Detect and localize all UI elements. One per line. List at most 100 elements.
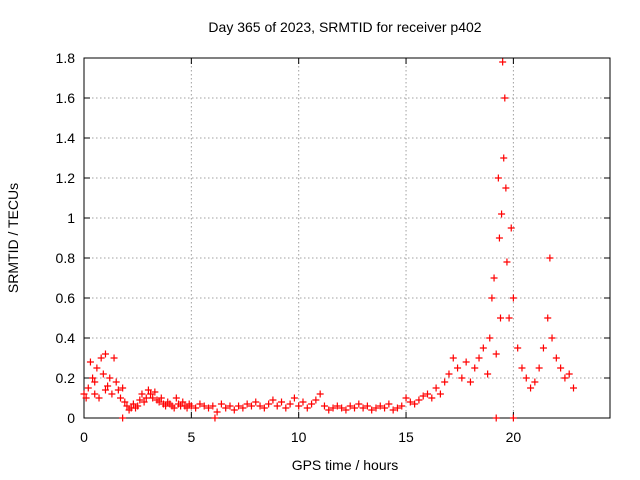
data-point — [415, 396, 423, 404]
x-axis-label: GPS time / hours — [292, 457, 399, 473]
data-series — [80, 58, 578, 422]
data-point — [355, 400, 363, 408]
data-point — [93, 364, 101, 372]
data-point — [445, 370, 453, 378]
data-point — [252, 398, 260, 406]
data-point — [247, 402, 255, 410]
data-point — [411, 400, 419, 408]
data-point — [492, 350, 500, 358]
data-point — [505, 314, 513, 322]
data-point — [129, 400, 137, 408]
data-point — [235, 402, 243, 410]
data-point — [522, 374, 530, 382]
data-point — [406, 398, 414, 406]
data-point — [312, 396, 320, 404]
data-point — [389, 406, 397, 414]
x-tick-label: 20 — [506, 429, 522, 445]
data-point — [441, 378, 449, 386]
data-point — [147, 390, 155, 398]
x-tick-label: 10 — [291, 429, 307, 445]
data-point — [114, 386, 122, 394]
data-point — [140, 398, 148, 406]
data-point — [123, 402, 131, 410]
data-point — [432, 384, 440, 392]
data-point — [500, 154, 508, 162]
data-point — [119, 414, 127, 422]
data-point — [299, 398, 307, 406]
data-point — [527, 384, 535, 392]
data-point — [402, 394, 410, 402]
data-point — [213, 408, 221, 416]
data-point — [211, 414, 219, 422]
data-point — [149, 394, 157, 402]
data-point — [226, 402, 234, 410]
data-point — [509, 294, 517, 302]
data-point — [503, 258, 511, 266]
data-point — [282, 404, 290, 412]
data-point — [295, 402, 303, 410]
data-point — [80, 390, 88, 398]
y-tick-label: 1.6 — [56, 90, 76, 106]
data-point — [116, 394, 124, 402]
data-point — [494, 174, 502, 182]
data-point — [239, 404, 247, 412]
y-axis-label: SRMTID / TECUs — [5, 183, 21, 293]
data-point — [368, 406, 376, 414]
data-point — [475, 354, 483, 362]
data-point — [243, 400, 251, 408]
data-point — [95, 394, 103, 402]
data-point — [385, 400, 393, 408]
data-point — [381, 404, 389, 412]
data-point — [497, 314, 505, 322]
data-point — [552, 354, 560, 362]
data-point — [539, 344, 547, 352]
data-point — [376, 402, 384, 410]
data-point — [269, 396, 277, 404]
data-point — [104, 382, 112, 390]
chart-title: Day 365 of 2023, SRMTID for receiver p40… — [208, 19, 481, 35]
y-tick-label: 0.6 — [56, 290, 76, 306]
x-tick-label: 5 — [187, 429, 195, 445]
y-tick-label: 1.8 — [56, 50, 76, 66]
data-point — [479, 344, 487, 352]
data-point — [101, 386, 109, 394]
data-point — [99, 370, 107, 378]
data-point — [484, 370, 492, 378]
data-point — [256, 402, 264, 410]
data-point — [217, 400, 225, 408]
data-point — [151, 388, 159, 396]
axis-ticks: 0 5 10 15 20 0 0.2 0.4 0.6 0.8 1 1.2 1.4 1.6 1.8 — [56, 50, 610, 445]
data-point — [531, 378, 539, 386]
data-point — [273, 402, 281, 410]
data-point — [393, 404, 401, 412]
y-tick-label: 1 — [67, 210, 75, 226]
data-point — [449, 354, 457, 362]
data-point — [514, 344, 522, 352]
data-point — [144, 386, 152, 394]
data-point — [138, 390, 146, 398]
data-point — [91, 378, 99, 386]
data-point — [97, 354, 105, 362]
data-point — [570, 384, 578, 392]
data-point — [454, 364, 462, 372]
data-point — [507, 224, 515, 232]
data-point — [471, 364, 479, 372]
data-point — [205, 404, 213, 412]
data-point — [136, 396, 144, 404]
data-point — [428, 394, 436, 402]
data-point — [535, 364, 543, 372]
data-point — [209, 402, 217, 410]
data-point — [398, 402, 406, 410]
data-point — [265, 400, 273, 408]
data-point — [342, 406, 350, 414]
data-point — [101, 350, 109, 358]
data-point — [142, 394, 150, 402]
y-tick-label: 0.4 — [56, 330, 76, 346]
data-point — [316, 390, 324, 398]
data-point — [565, 370, 573, 378]
data-point — [170, 404, 178, 412]
data-point — [351, 404, 359, 412]
y-tick-label: 1.2 — [56, 170, 76, 186]
data-point — [502, 184, 510, 192]
